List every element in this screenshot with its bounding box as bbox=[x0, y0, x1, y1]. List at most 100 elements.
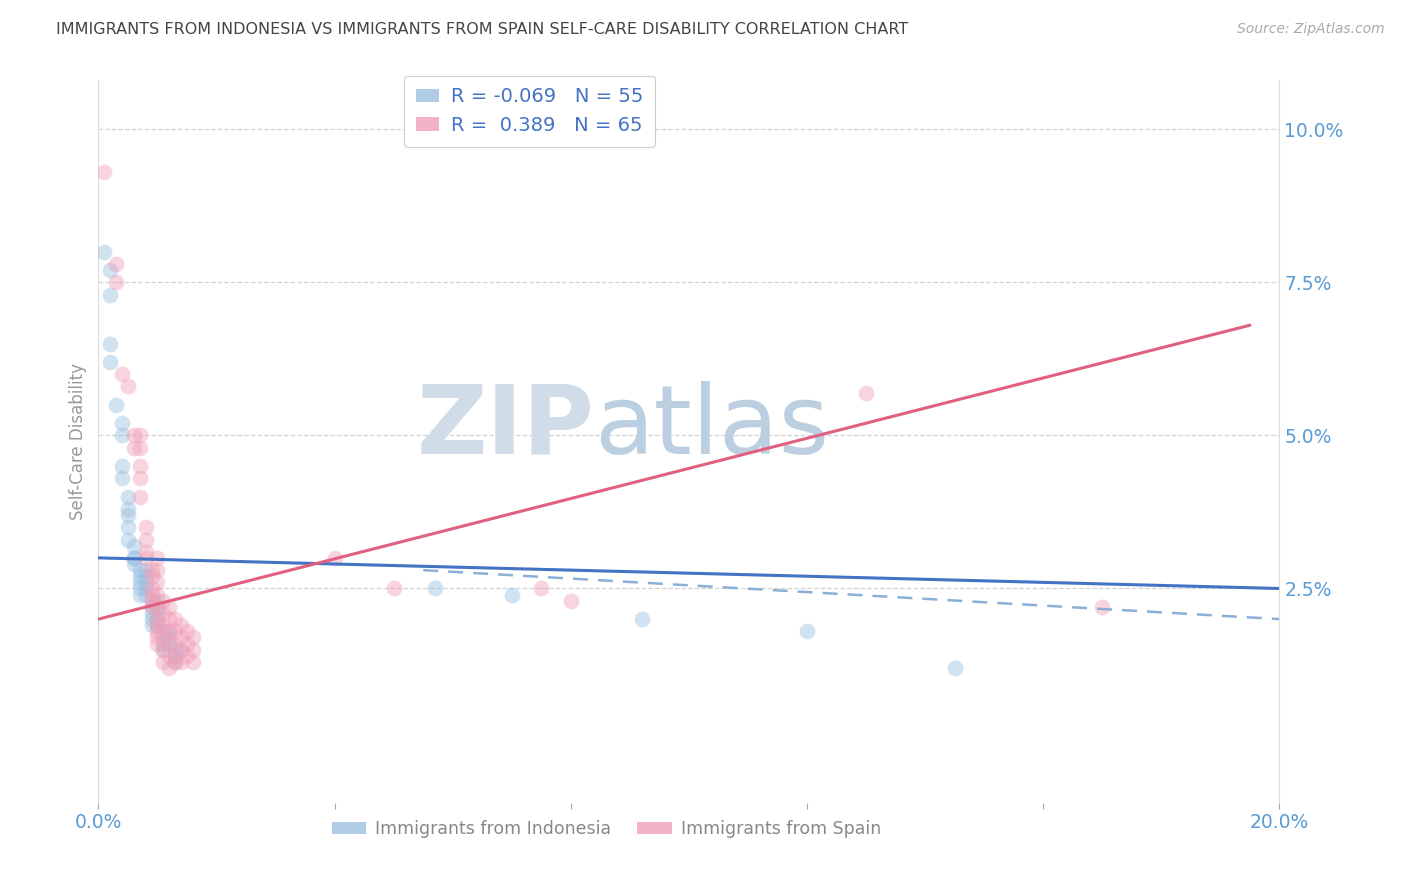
Point bbox=[93, 244, 115, 259]
Point bbox=[146, 599, 169, 614]
Point bbox=[128, 588, 150, 602]
Point bbox=[146, 563, 169, 577]
Point bbox=[122, 428, 145, 442]
Point bbox=[141, 612, 163, 626]
Point bbox=[152, 642, 174, 657]
Point bbox=[122, 557, 145, 571]
Point bbox=[135, 545, 157, 559]
Text: Source: ZipAtlas.com: Source: ZipAtlas.com bbox=[1237, 22, 1385, 37]
Point bbox=[176, 624, 198, 639]
Point bbox=[181, 655, 204, 669]
Point bbox=[141, 593, 163, 607]
Point bbox=[181, 642, 204, 657]
Point bbox=[141, 599, 163, 614]
Point bbox=[165, 612, 187, 626]
Point bbox=[135, 550, 157, 565]
Point bbox=[128, 490, 150, 504]
Point bbox=[98, 287, 121, 301]
Point bbox=[382, 582, 405, 596]
Point bbox=[630, 612, 652, 626]
Point bbox=[170, 618, 193, 632]
Point bbox=[141, 582, 163, 596]
Point bbox=[181, 631, 204, 645]
Point bbox=[111, 367, 134, 381]
Point bbox=[98, 263, 121, 277]
Point bbox=[152, 631, 174, 645]
Point bbox=[98, 355, 121, 369]
Point bbox=[128, 569, 150, 583]
Point bbox=[157, 612, 180, 626]
Point bbox=[165, 637, 187, 651]
Point bbox=[152, 618, 174, 632]
Point bbox=[560, 593, 582, 607]
Point bbox=[146, 624, 169, 639]
Point bbox=[146, 606, 169, 620]
Point bbox=[128, 441, 150, 455]
Point bbox=[157, 624, 180, 639]
Point bbox=[170, 631, 193, 645]
Point bbox=[152, 631, 174, 645]
Point bbox=[141, 588, 163, 602]
Point bbox=[141, 593, 163, 607]
Point bbox=[122, 539, 145, 553]
Point bbox=[165, 648, 187, 663]
Point bbox=[146, 618, 169, 632]
Point bbox=[105, 257, 128, 271]
Point bbox=[796, 624, 818, 639]
Point bbox=[141, 606, 163, 620]
Point bbox=[323, 550, 346, 565]
Point bbox=[111, 416, 134, 430]
Point bbox=[165, 624, 187, 639]
Point bbox=[135, 569, 157, 583]
Point bbox=[146, 588, 169, 602]
Point bbox=[128, 575, 150, 590]
Point bbox=[111, 471, 134, 485]
Legend: Immigrants from Indonesia, Immigrants from Spain: Immigrants from Indonesia, Immigrants fr… bbox=[325, 813, 887, 845]
Y-axis label: Self-Care Disability: Self-Care Disability bbox=[69, 363, 87, 520]
Point bbox=[855, 385, 877, 400]
Point bbox=[117, 508, 139, 522]
Point bbox=[157, 637, 180, 651]
Point bbox=[152, 642, 174, 657]
Point bbox=[128, 582, 150, 596]
Point bbox=[146, 575, 169, 590]
Point bbox=[157, 637, 180, 651]
Point bbox=[157, 624, 180, 639]
Point bbox=[157, 599, 180, 614]
Point bbox=[135, 588, 157, 602]
Point bbox=[128, 458, 150, 473]
Point bbox=[176, 637, 198, 651]
Point bbox=[152, 606, 174, 620]
Point bbox=[146, 631, 169, 645]
Point bbox=[501, 588, 523, 602]
Point bbox=[135, 582, 157, 596]
Point bbox=[146, 612, 169, 626]
Point bbox=[165, 642, 187, 657]
Point bbox=[105, 398, 128, 412]
Point bbox=[157, 648, 180, 663]
Point bbox=[98, 336, 121, 351]
Point bbox=[152, 637, 174, 651]
Point bbox=[157, 661, 180, 675]
Text: atlas: atlas bbox=[595, 381, 830, 474]
Point bbox=[122, 550, 145, 565]
Point bbox=[152, 655, 174, 669]
Point bbox=[128, 471, 150, 485]
Point bbox=[93, 165, 115, 179]
Point bbox=[157, 631, 180, 645]
Point bbox=[128, 563, 150, 577]
Point bbox=[146, 637, 169, 651]
Point bbox=[1091, 599, 1114, 614]
Point bbox=[170, 655, 193, 669]
Point bbox=[105, 276, 128, 290]
Point bbox=[135, 520, 157, 534]
Point bbox=[170, 642, 193, 657]
Text: IMMIGRANTS FROM INDONESIA VS IMMIGRANTS FROM SPAIN SELF-CARE DISABILITY CORRELAT: IMMIGRANTS FROM INDONESIA VS IMMIGRANTS … bbox=[56, 22, 908, 37]
Point bbox=[165, 655, 187, 669]
Point bbox=[122, 550, 145, 565]
Point bbox=[165, 648, 187, 663]
Point bbox=[152, 593, 174, 607]
Point bbox=[146, 599, 169, 614]
Point bbox=[141, 563, 163, 577]
Text: ZIP: ZIP bbox=[416, 381, 595, 474]
